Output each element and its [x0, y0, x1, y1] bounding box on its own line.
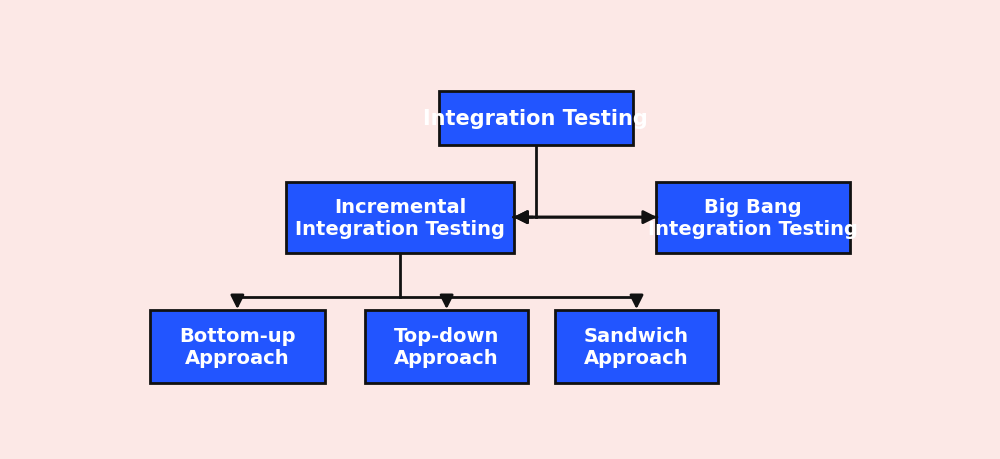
FancyBboxPatch shape: [656, 182, 850, 253]
FancyBboxPatch shape: [150, 310, 325, 383]
FancyBboxPatch shape: [555, 310, 718, 383]
Text: Big Bang
Integration Testing: Big Bang Integration Testing: [648, 197, 858, 238]
FancyBboxPatch shape: [286, 182, 514, 253]
Text: Sandwich
Approach: Sandwich Approach: [584, 326, 689, 367]
Text: Top-down
Approach: Top-down Approach: [394, 326, 499, 367]
Text: Bottom-up
Approach: Bottom-up Approach: [179, 326, 296, 367]
Text: Integration Testing: Integration Testing: [423, 109, 648, 129]
Text: Incremental
Integration Testing: Incremental Integration Testing: [295, 197, 505, 238]
FancyBboxPatch shape: [439, 91, 633, 146]
FancyBboxPatch shape: [365, 310, 528, 383]
